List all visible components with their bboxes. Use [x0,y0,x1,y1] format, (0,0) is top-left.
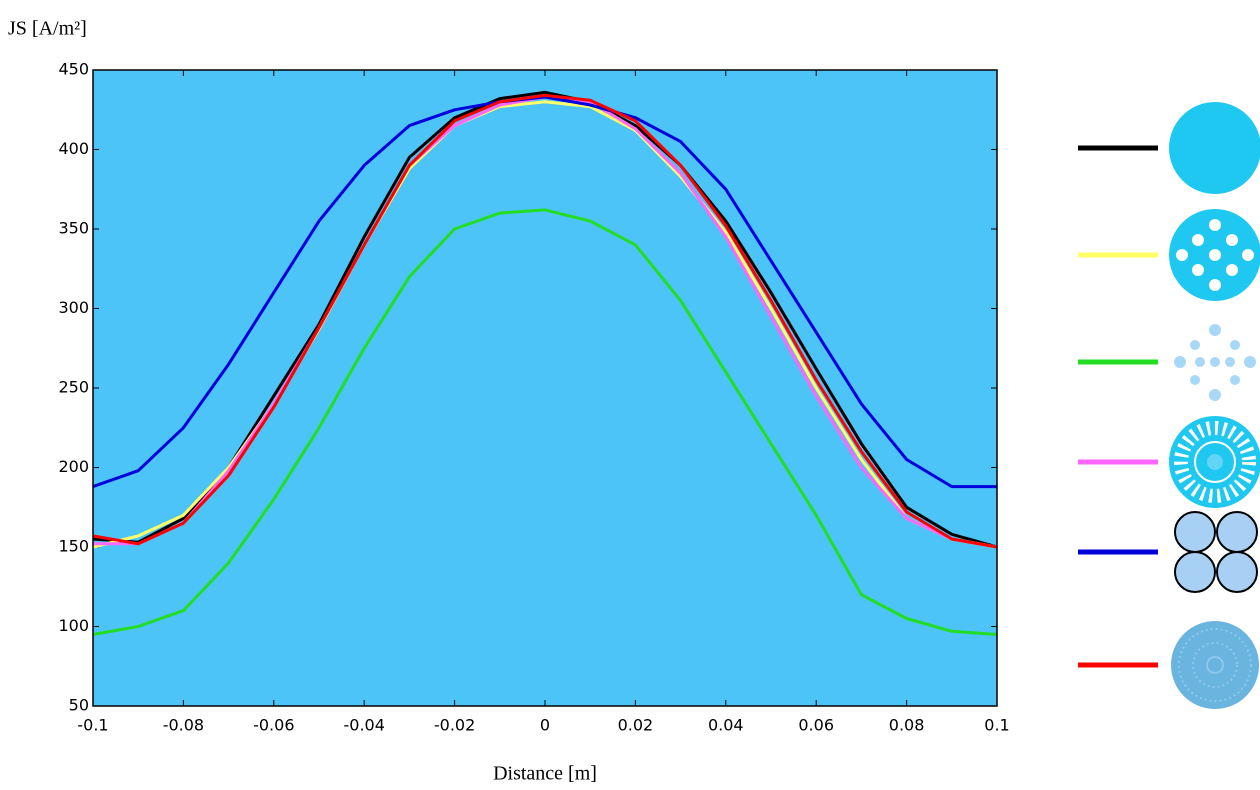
series-line [92,208,998,636]
plot-frame [92,69,998,707]
icon-radial [1169,416,1260,508]
x-tick-label: 0.02 [618,716,654,735]
x-tick-label: -0.1 [77,716,108,735]
icon-dots [1174,324,1256,401]
x-tick-label: -0.04 [343,716,384,735]
icon-four-circles [1174,511,1258,593]
x-tick-label: -0.02 [434,716,475,735]
legend-icons [1169,102,1260,709]
x-tick-label: 0.1 [984,716,1009,735]
y-tick-label: 50 [69,696,89,715]
plot-area [93,70,997,706]
x-axis-label: Distance [m] [493,763,597,785]
series-line [92,93,998,549]
y-tick-label: 400 [58,139,89,158]
y-tick-label: 250 [58,378,89,397]
x-tick-label: -0.06 [253,716,294,735]
x-tick-label: 0.08 [889,716,925,735]
icon-holes [1169,209,1260,301]
series-line [92,90,998,549]
series-line [92,95,997,489]
x-tick-label: 0.04 [708,716,744,735]
x-tick-label: 0.06 [798,716,834,735]
y-tick-label: 350 [58,219,89,238]
x-tick-label: 0 [540,716,550,735]
y-tick-label: 300 [58,298,89,317]
x-tick-label: -0.08 [163,716,204,735]
icon-dotted [1171,621,1259,709]
y-tick-label: 450 [58,60,89,79]
y-tick-label: 150 [58,537,89,556]
y-tick-label: 100 [58,616,89,635]
y-axis-label: JS [A/m²] [8,18,87,40]
y-tick-label: 200 [58,457,89,476]
icon-solid [1169,102,1260,194]
